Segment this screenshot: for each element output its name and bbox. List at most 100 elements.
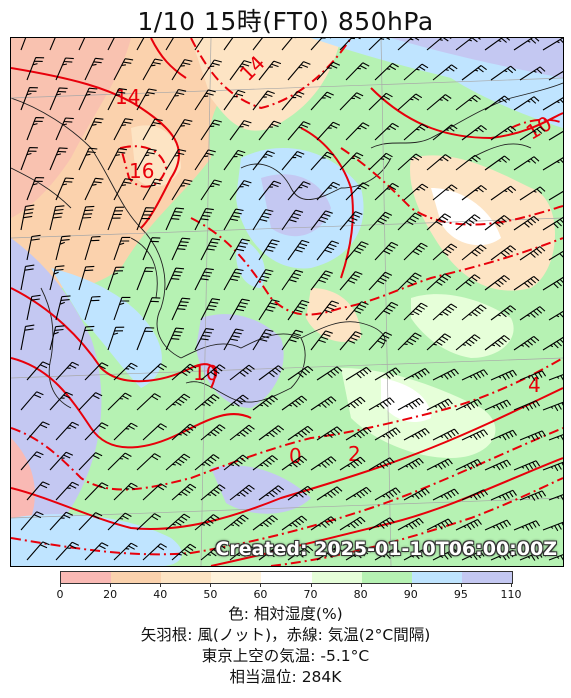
colorbar-tick-mark xyxy=(360,583,362,587)
wind-barb xyxy=(142,178,163,201)
wind-barb xyxy=(84,362,109,381)
wind-barb xyxy=(200,484,226,501)
wind-barb xyxy=(281,455,308,471)
wind-barb xyxy=(432,368,459,381)
weather-map: 14 14 16 10 10 0 2 4 Created: 2025-01-10… xyxy=(10,37,564,567)
wind-barb xyxy=(84,117,104,141)
colorbar-segment xyxy=(111,572,162,583)
wind-barb xyxy=(223,149,246,171)
wind-barb xyxy=(345,182,370,201)
wind-barb xyxy=(84,57,104,81)
wind-barb xyxy=(20,324,35,351)
colorbar-tick-labels: 0 20 40 50 60 70 80 90 95 110 xyxy=(56,588,522,602)
map-caption: 色: 相対湿度(%) 矢羽根: 風(ノット)，赤線: 気温(2°C間隔) 東京上… xyxy=(0,604,571,688)
wind-barb xyxy=(513,460,541,471)
colorbar-tick-label: 50 xyxy=(203,588,218,601)
wind-barb xyxy=(374,547,401,561)
wind-barb xyxy=(461,185,487,201)
wind-barb xyxy=(107,38,115,51)
wind-barb xyxy=(26,421,50,441)
wind-barb xyxy=(461,304,487,321)
isotherm-label: 4 xyxy=(528,373,541,397)
wind-barb xyxy=(287,121,311,141)
colorbar-tick-label: 95 xyxy=(453,588,468,601)
wind-barb xyxy=(113,422,138,441)
wind-barb xyxy=(519,370,547,381)
wind-barb xyxy=(200,119,222,141)
wind-barb xyxy=(252,90,275,111)
wind-barb xyxy=(397,93,423,111)
wind-barb xyxy=(142,58,163,81)
wind-barb xyxy=(26,234,41,261)
colorbar-tick-mark xyxy=(110,583,112,587)
wind-barb xyxy=(281,269,304,291)
wind-barb xyxy=(484,95,511,111)
wind-barb xyxy=(20,511,44,531)
wind-barb xyxy=(229,544,255,561)
colorbar-tick-label: 60 xyxy=(253,588,268,601)
wind-barb xyxy=(171,179,193,201)
map-title: 1/10 15時(FT0) 850hPa xyxy=(137,7,434,36)
wind-barb xyxy=(49,265,65,291)
wind-barb xyxy=(200,59,222,81)
wind-barb xyxy=(49,511,74,531)
wind-barb xyxy=(461,369,489,381)
wind-barb xyxy=(113,362,138,381)
wind-barb xyxy=(26,294,41,321)
wind-barb xyxy=(310,91,334,111)
wind-barb xyxy=(368,331,393,351)
colorbar-tick-label: 0 xyxy=(56,588,64,601)
wind-barb xyxy=(287,181,311,201)
wind-barb xyxy=(345,486,372,501)
wind-barb xyxy=(397,517,424,531)
wind-barb xyxy=(258,425,285,441)
wind-barb xyxy=(548,374,563,381)
wind-barb xyxy=(345,426,372,441)
wind-barb xyxy=(513,400,541,411)
colorbar-tick-mark xyxy=(410,583,412,587)
wind-barb xyxy=(200,424,226,441)
caption-tokyo-temperature: 東京上空の気温: -5.1°C xyxy=(201,647,370,665)
wind-barb xyxy=(548,70,563,81)
wind-barb xyxy=(107,88,127,111)
wind-barb xyxy=(426,213,452,231)
wind-barb xyxy=(84,542,109,561)
colorbar-tick-label: 20 xyxy=(103,588,118,601)
wind-barb xyxy=(490,429,517,441)
wind-barb xyxy=(165,88,187,111)
wind-barb xyxy=(252,209,274,231)
wind-barb xyxy=(345,546,372,561)
wind-barb xyxy=(165,38,174,51)
wind-barb xyxy=(484,459,512,471)
wind-barb xyxy=(252,269,274,291)
colorbar-tick-label: 70 xyxy=(303,588,318,601)
wind-barb xyxy=(287,239,310,261)
wind-barb xyxy=(490,489,517,501)
wind-barb xyxy=(397,212,422,231)
wind-barb xyxy=(107,206,125,231)
wind-barb xyxy=(542,401,563,412)
wind-barb xyxy=(287,425,314,441)
wind-barb xyxy=(281,329,304,351)
wind-barb xyxy=(287,545,314,561)
wind-barb xyxy=(548,554,563,561)
wind-barb xyxy=(368,271,393,291)
wind-barb xyxy=(519,126,546,141)
wind-barb xyxy=(165,148,187,171)
wind-barb xyxy=(229,238,250,261)
wind-barb xyxy=(432,64,458,81)
wind-barb xyxy=(281,38,297,51)
wind-barb xyxy=(316,486,343,501)
wind-barb xyxy=(513,215,540,231)
wind-barb xyxy=(374,367,401,381)
wind-barb xyxy=(165,327,185,351)
wind-barb xyxy=(345,241,369,261)
wind-barb xyxy=(78,205,95,231)
wind-barb xyxy=(229,484,255,501)
wind-barb xyxy=(490,549,517,561)
wind-barb xyxy=(55,57,74,81)
wind-barb xyxy=(542,461,563,472)
wind-barb xyxy=(461,549,489,561)
wind-barb xyxy=(542,276,563,291)
wind-barb xyxy=(200,544,226,561)
